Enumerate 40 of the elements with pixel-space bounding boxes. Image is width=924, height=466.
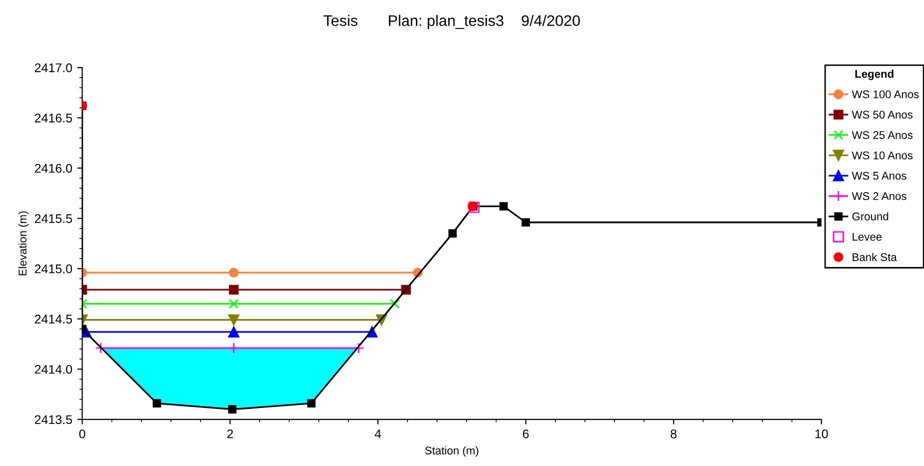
legend-label: Ground (852, 212, 888, 220)
x-axis-title: Station (m) (425, 446, 478, 457)
point (448, 229, 457, 238)
y-tick-label: 2415.5 (34, 214, 72, 224)
x-tick-label: 0 (79, 429, 86, 438)
legend-label: Levee (852, 233, 882, 241)
y-axis-title: Elevation (m) (18, 211, 29, 276)
point (228, 326, 240, 338)
y-tick-label: 2414.5 (34, 314, 72, 324)
point (152, 399, 162, 408)
y-tick-label: 2416.5 (34, 114, 72, 122)
legend-label: WS 10 Anos (852, 151, 913, 160)
y-tick-label: 2415.0 (34, 264, 72, 274)
legend-label: WS 100 Anos (852, 90, 919, 98)
y-tick-label: 2413.5 (34, 415, 72, 424)
legend-label: WS 5 Anos (852, 172, 906, 180)
x-tick-label: 4 (374, 430, 382, 438)
x-tick-label: 8 (670, 429, 677, 438)
legend-label: WS 50 Anos (852, 110, 913, 119)
legend-label: Bank Sta (852, 252, 897, 262)
point (468, 202, 480, 213)
point (228, 284, 239, 295)
x-tick-label: 2 (227, 429, 233, 438)
y-tick-label: 2417.0 (34, 63, 72, 72)
point (307, 399, 316, 408)
legend-title: Legend (855, 70, 894, 80)
point (228, 314, 240, 326)
x-tick-label: 6 (522, 429, 529, 438)
point (228, 298, 239, 309)
chart-title: Tesis Plan: plan_tesis3 9/4/2020 (324, 14, 580, 30)
point (522, 218, 530, 227)
y-tick-label: 2416.0 (34, 164, 72, 173)
legend-label: WS 25 Anos (852, 131, 913, 139)
legend-label: WS 2 Anos (852, 192, 906, 200)
point (390, 298, 400, 309)
point (499, 202, 508, 210)
x-tick-label: 10 (815, 429, 828, 438)
y-tick-label: 2414.0 (34, 364, 72, 374)
point (228, 405, 236, 414)
point (228, 268, 239, 278)
